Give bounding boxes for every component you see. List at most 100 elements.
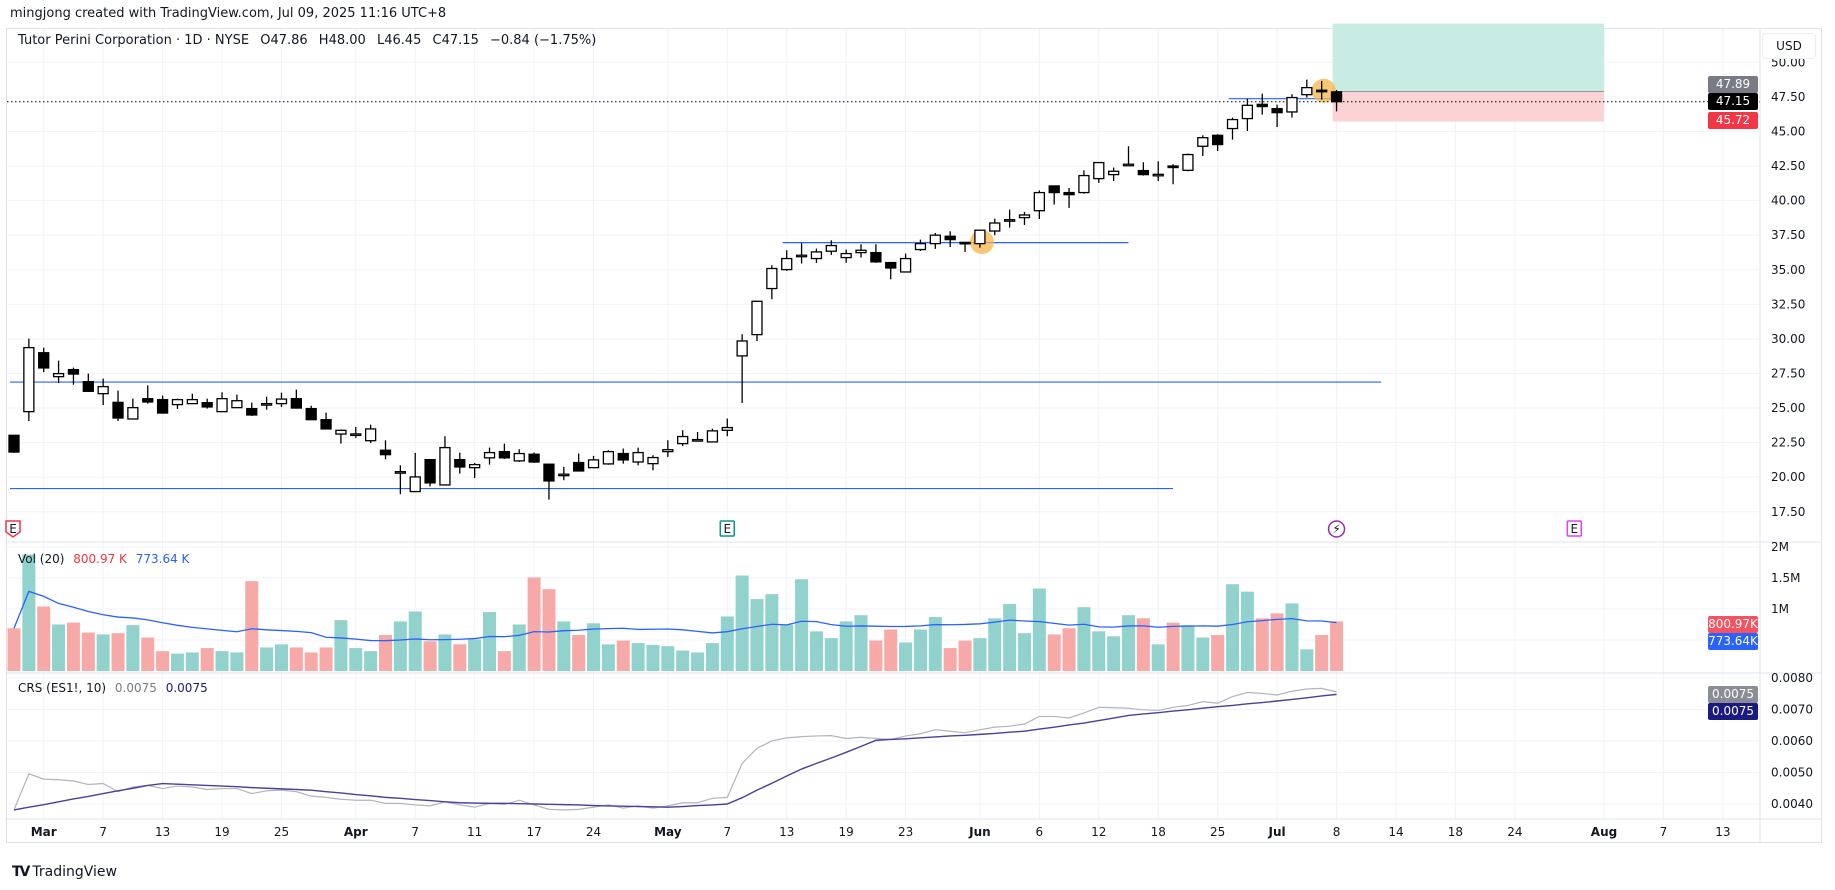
- candle: [691, 431, 704, 442]
- volume-bar: [96, 634, 110, 671]
- candle: [498, 443, 511, 459]
- candle-body: [38, 352, 50, 369]
- candle-body: [1286, 96, 1298, 113]
- volume-bar: [1196, 637, 1210, 671]
- volume-legend[interactable]: Vol (20) 800.97 K 773.64 K: [18, 552, 189, 566]
- candle: [483, 447, 496, 465]
- candle: [1256, 93, 1268, 115]
- candle: [409, 452, 421, 493]
- candle: [246, 402, 258, 416]
- volume-bar: [854, 615, 868, 671]
- candle: [231, 394, 243, 409]
- earnings-e-icon[interactable]: E: [1566, 520, 1583, 537]
- candle: [439, 436, 451, 486]
- price-tick-label: 30.00: [1771, 332, 1805, 346]
- candle: [1286, 94, 1298, 118]
- candle-body: [82, 380, 94, 392]
- candle: [870, 244, 882, 263]
- earnings-e-icon[interactable]: E: [5, 520, 21, 538]
- candle-body: [379, 449, 392, 456]
- candle-body: [142, 397, 154, 403]
- candle: [1271, 104, 1283, 128]
- candle: [364, 424, 377, 444]
- crs-ma-line: [13, 693, 1337, 811]
- earnings-e-icon[interactable]: E: [719, 520, 736, 537]
- volume-bar: [869, 640, 883, 671]
- volume-bar: [1240, 591, 1254, 671]
- price-tick-label: 20.00: [1771, 470, 1805, 484]
- volume-bar: [423, 641, 437, 671]
- candle-body: [1271, 107, 1283, 114]
- volume-bar: [408, 611, 422, 671]
- volume-bar: [1032, 588, 1046, 671]
- volume-bar: [720, 616, 734, 671]
- event-box: [1566, 520, 1583, 537]
- candle: [929, 232, 941, 249]
- volume-bar: [156, 651, 170, 671]
- candle: [795, 242, 808, 264]
- footer-brand[interactable]: 𝗧𝗩 TradingView: [12, 864, 117, 880]
- crs-ma-badge: 0.0075: [1708, 703, 1758, 720]
- candle: [1212, 134, 1224, 151]
- candle: [142, 385, 154, 404]
- time-tick-label: 24: [1507, 825, 1522, 839]
- candle-body: [335, 429, 347, 435]
- volume-bar: [527, 577, 541, 671]
- candle: [275, 392, 288, 407]
- currency-selector[interactable]: USD: [1762, 33, 1816, 59]
- candle-body: [1152, 173, 1164, 177]
- candle: [127, 398, 139, 420]
- candle: [1167, 164, 1179, 185]
- candle-body: [409, 476, 421, 493]
- candle-body: [1301, 86, 1313, 96]
- candle-body: [543, 463, 555, 482]
- volume-bar: [631, 643, 645, 671]
- symbol-title[interactable]: Tutor Perini Corporation · 1D · NYSE: [18, 33, 250, 48]
- candle: [914, 239, 927, 251]
- crs-tick-label: 0.0060: [1771, 734, 1813, 748]
- dividend-lightning-icon[interactable]: ⚡: [1327, 520, 1346, 538]
- volume-title: Vol (20): [18, 552, 65, 566]
- chart-frame: [6, 28, 1822, 843]
- volume-bar: [1315, 635, 1329, 671]
- crs-tick-label: 0.0080: [1771, 671, 1813, 685]
- candle-body: [662, 449, 674, 453]
- candle: [156, 395, 169, 414]
- volume-bar: [928, 617, 942, 671]
- volume-bar: [601, 644, 615, 671]
- volume-bar: [141, 637, 155, 671]
- time-tick-label: 13: [1715, 825, 1730, 839]
- volume-bars: [7, 554, 1344, 671]
- volume-bar: [126, 625, 140, 671]
- price-tick-label: 47.50: [1771, 90, 1805, 104]
- candle-body: [944, 235, 956, 241]
- time-tick-label: Apr: [344, 825, 368, 839]
- volume-bar: [22, 554, 36, 671]
- time-tick-label: 7: [723, 825, 731, 839]
- candle-body: [602, 450, 615, 465]
- last-price-badge: 47.15: [1708, 93, 1758, 110]
- legend-high: H48.00: [319, 33, 366, 48]
- candle: [112, 390, 124, 422]
- candle: [1107, 167, 1120, 181]
- volume-ma-badge: 773.64K: [1708, 633, 1758, 650]
- candle-body: [1256, 103, 1268, 108]
- candle: [647, 455, 659, 471]
- volume-bar: [1255, 618, 1269, 671]
- candle-body: [8, 434, 20, 453]
- candle: [1330, 89, 1343, 112]
- open-value: 47.86: [270, 33, 308, 48]
- attribution-text: mingjong created with TradingView.com, J…: [10, 6, 447, 21]
- volume-bar: [572, 635, 586, 671]
- time-tick-label: Mar: [31, 825, 57, 839]
- candle: [1301, 79, 1313, 98]
- time-tick-label: 7: [99, 825, 107, 839]
- time-tick-label: 25: [274, 825, 289, 839]
- crs-legend[interactable]: CRS (ES1!, 10) 0.0075 0.0075: [18, 681, 208, 695]
- volume-bar: [230, 652, 244, 671]
- candle-body: [1316, 89, 1328, 93]
- volume-bar: [260, 647, 274, 671]
- volume-bar: [750, 599, 764, 671]
- volume-bar: [170, 653, 184, 671]
